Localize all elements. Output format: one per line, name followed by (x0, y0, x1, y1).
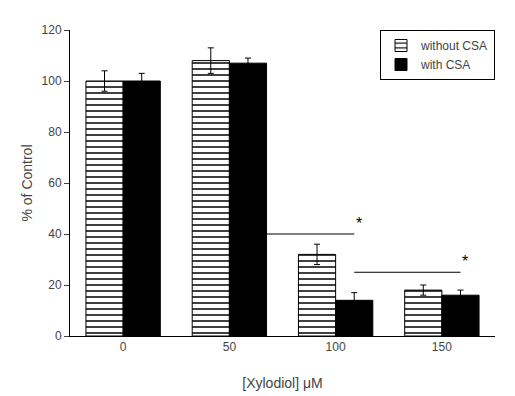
svg-text:[Xylodiol] μM: [Xylodiol] μM (242, 375, 322, 391)
svg-text:60: 60 (48, 176, 62, 190)
svg-text:80: 80 (48, 125, 62, 139)
svg-text:*: * (356, 215, 362, 232)
svg-text:% of Control: % of Control (19, 144, 35, 221)
svg-text:100: 100 (42, 74, 62, 88)
svg-text:50: 50 (223, 340, 237, 354)
svg-text:without CSA: without CSA (420, 39, 487, 53)
svg-text:0: 0 (120, 340, 127, 354)
svg-text:40: 40 (48, 227, 62, 241)
svg-text:*: * (462, 253, 468, 270)
svg-text:0: 0 (55, 329, 62, 343)
svg-text:20: 20 (48, 278, 62, 292)
svg-text:150: 150 (432, 340, 452, 354)
svg-text:120: 120 (42, 23, 62, 37)
svg-text:with CSA: with CSA (420, 58, 470, 72)
svg-text:100: 100 (326, 340, 346, 354)
